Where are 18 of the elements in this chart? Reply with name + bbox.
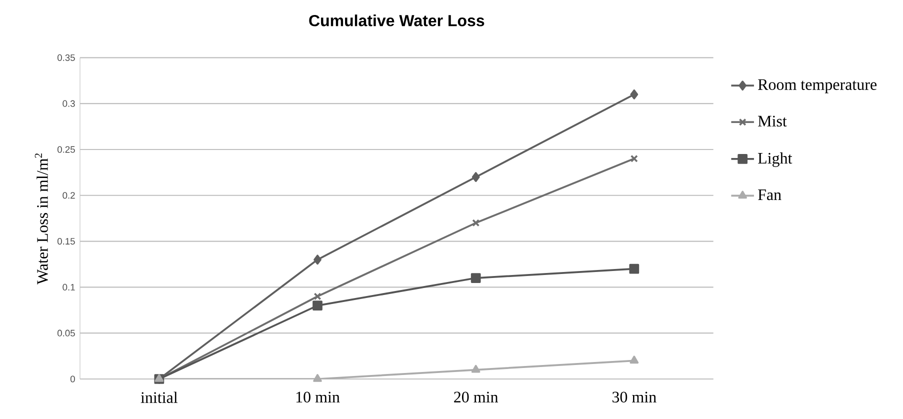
x-tick-label: 20 min: [454, 392, 498, 402]
legend-label: Light: [758, 152, 792, 167]
y-tick-label: 0.1: [62, 284, 75, 290]
legend-label: Fan: [758, 190, 782, 200]
x-tick-label: 30 min: [612, 392, 656, 402]
legend-label: Mist: [758, 116, 787, 127]
y-tick-label: 0: [70, 376, 75, 382]
x-tick-label: initial: [140, 392, 178, 403]
legend-label: Room temperature: [758, 79, 877, 94]
y-axis-title: Water Loss in ml/m$^{2}$: [34, 153, 48, 284]
y-tick-label: 0.2: [62, 192, 75, 199]
chart-title: Cumulative Water Loss: [309, 14, 484, 26]
y-tick-label: 0.3: [62, 100, 75, 107]
y-tick-label: 0.35: [57, 54, 75, 61]
y-tick-label: 0.15: [57, 238, 75, 245]
x-tick-label: 10 min: [296, 392, 340, 402]
y-tick-label: 0.05: [57, 330, 75, 336]
y-tick-label: 0.25: [57, 146, 75, 153]
